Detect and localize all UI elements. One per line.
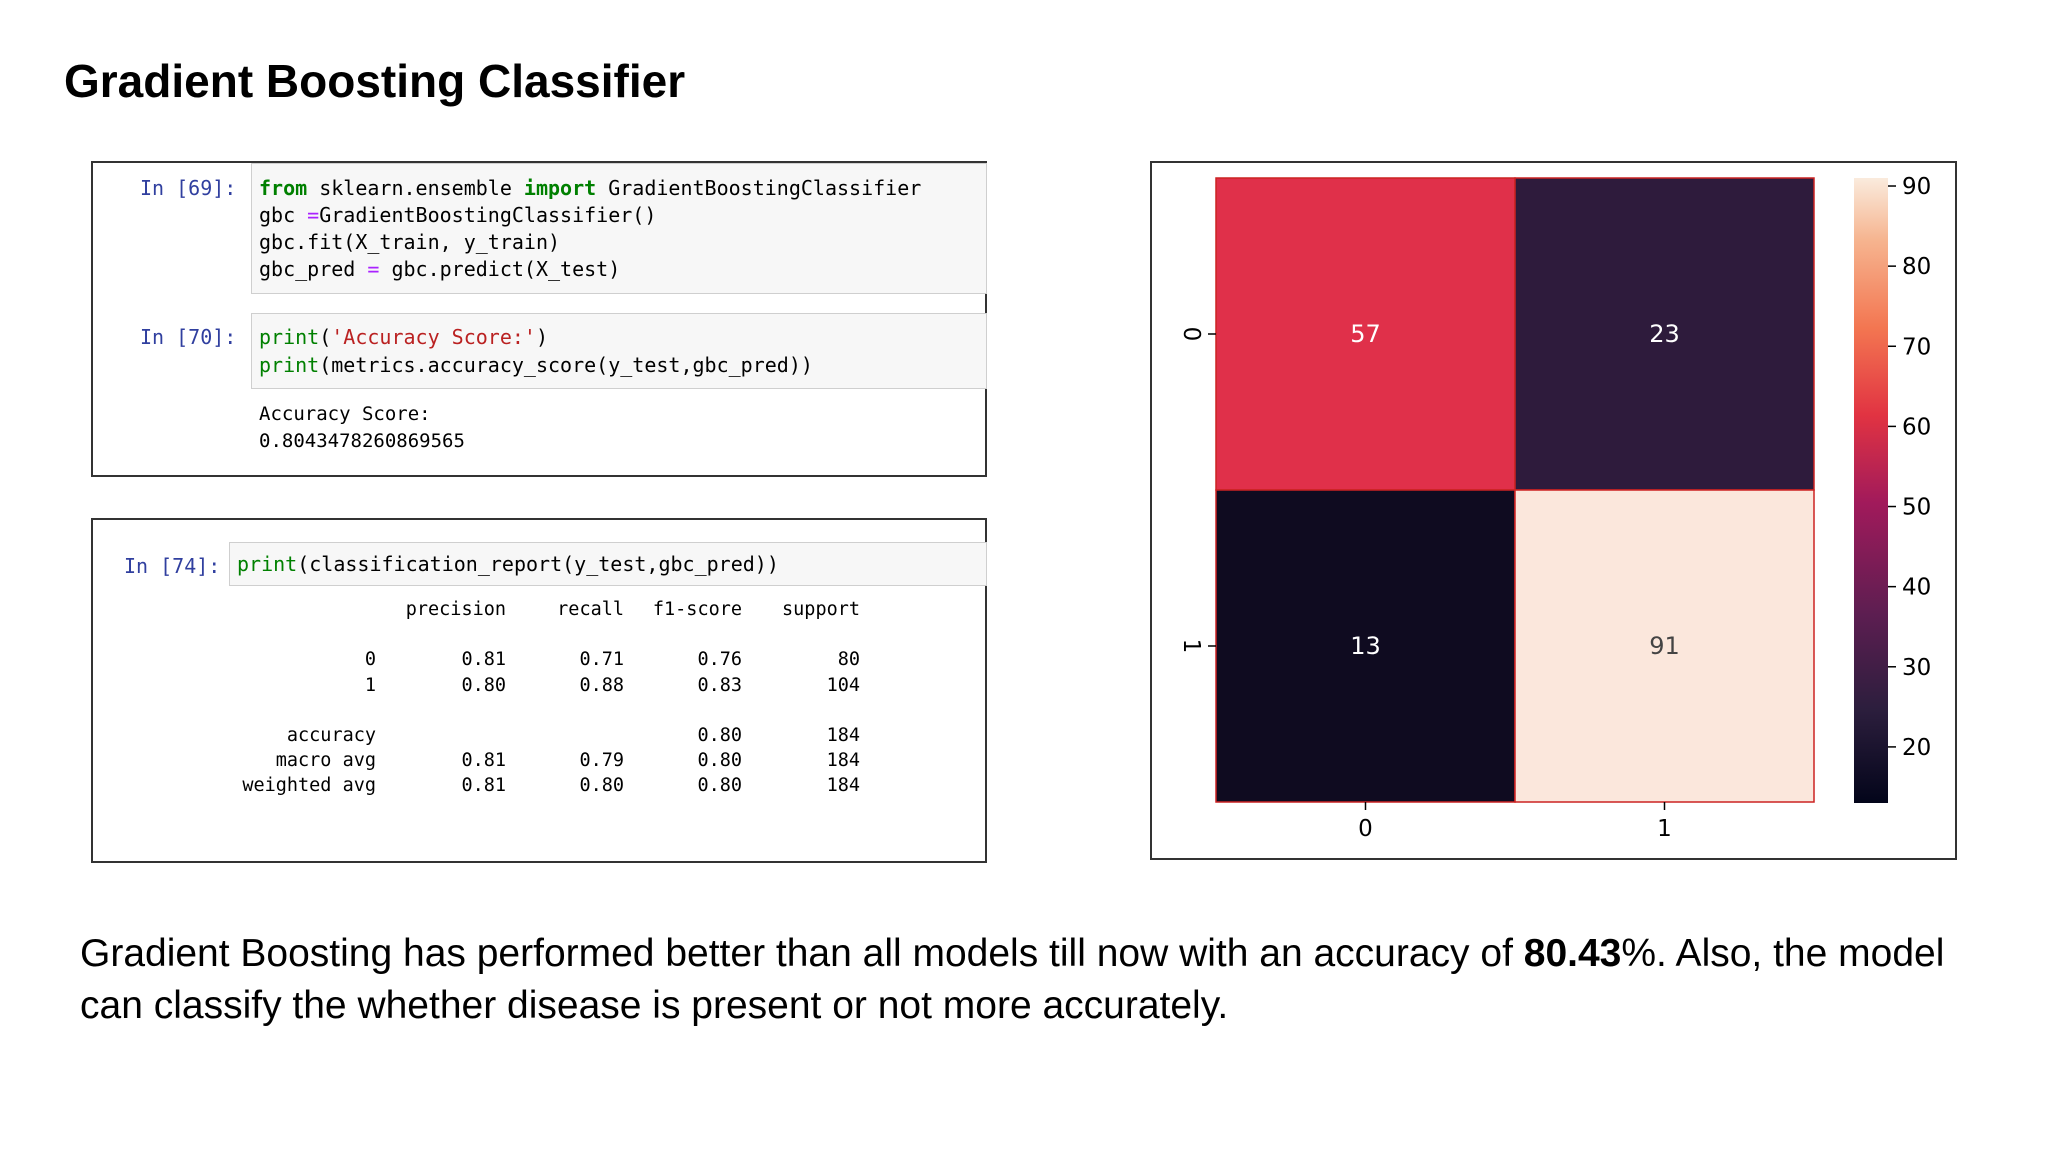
- report-cell: 184: [826, 725, 860, 746]
- cell-70-output-value: 0.8043478260869565: [259, 430, 465, 452]
- accuracy-highlight: 80.43: [1523, 932, 1622, 975]
- code-line: print(metrics.accuracy_score(y_test,gbc_…: [259, 353, 813, 377]
- report-cell: 0.80: [697, 725, 742, 746]
- report-cell: 0.79: [579, 750, 624, 771]
- y-tick-label: 1: [1178, 639, 1204, 654]
- report-cell: 0.80: [461, 675, 506, 696]
- heatmap-cell-value: 91: [1649, 632, 1680, 660]
- cell-70-output-label: Accuracy Score:: [259, 403, 431, 425]
- report-cell: 0.81: [461, 750, 506, 771]
- code-line: print('Accuracy Score:'): [259, 325, 549, 349]
- code-line: from sklearn.ensemble import GradientBoo…: [259, 176, 922, 200]
- report-cell: 0.80: [579, 775, 624, 796]
- code-line: print(classification_report(y_test,gbc_p…: [237, 552, 779, 576]
- heatmap-cell: [1215, 489, 1516, 803]
- report-cell: 184: [826, 750, 860, 771]
- x-tick-label: 1: [1657, 816, 1672, 842]
- colorbar-tick-label: 30: [1902, 655, 1931, 681]
- heatmap-cell: [1514, 177, 1815, 491]
- heatmap-cell: [1514, 489, 1815, 803]
- report-cell: 0.81: [461, 649, 506, 670]
- confusion-matrix-heatmap: 57 23 13 91 20 30 40 50 60 70 80 90 0 1 0 1: [1178, 174, 1931, 842]
- report-panel: In [74]: print(classification_report(y_t…: [91, 518, 987, 863]
- report-row-label: 1: [364, 675, 376, 696]
- colorbar-tick-label: 50: [1902, 495, 1931, 521]
- x-tick-label: 0: [1358, 816, 1373, 842]
- report-row-label: macro avg: [275, 750, 376, 771]
- heatmap-cell-value: 23: [1649, 320, 1680, 348]
- report-cell: 0.80: [697, 750, 742, 771]
- report-header: precision: [405, 599, 506, 620]
- colorbar-tick-label: 40: [1902, 575, 1931, 601]
- report-cell: 80: [837, 649, 860, 670]
- report-cell: 0.88: [579, 675, 624, 696]
- cell-70-prompt: In [70]:: [140, 325, 237, 349]
- report-header: f1-score: [652, 599, 742, 620]
- colorbar: [1854, 178, 1888, 803]
- colorbar-tick-label: 20: [1902, 735, 1931, 761]
- cell-69-code[interactable]: from sklearn.ensemble import GradientBoo…: [251, 163, 987, 294]
- heatmap-cell-value: 13: [1350, 632, 1381, 660]
- heatmap-cell-value: 57: [1350, 320, 1381, 348]
- report-cell: 0.76: [697, 649, 742, 670]
- report-row-label: accuracy: [286, 725, 376, 746]
- report-cell: 184: [826, 775, 860, 796]
- y-tick-label: 0: [1178, 327, 1204, 342]
- code-line: gbc =GradientBoostingClassifier(): [259, 203, 657, 227]
- report-cell: 0.80: [697, 775, 742, 796]
- report-row-label: 0: [364, 649, 376, 670]
- heatmap-panel: 57 23 13 91 20 30 40 50 60 70 80 90 0 1 0 1: [1150, 161, 1957, 860]
- report-cell: 0.71: [579, 649, 624, 670]
- colorbar-tick-label: 90: [1902, 174, 1931, 200]
- colorbar-tick-label: 80: [1902, 254, 1931, 280]
- report-header: support: [782, 599, 860, 620]
- code-panel: In [69]: from sklearn.ensemble import Gr…: [91, 161, 987, 477]
- colorbar-tick-label: 70: [1902, 334, 1931, 360]
- cell-70-code[interactable]: print('Accuracy Score:') print(metrics.a…: [251, 313, 987, 389]
- slide-title: Gradient Boosting Classifier: [64, 55, 686, 107]
- report-cell: 0.81: [461, 775, 506, 796]
- code-line: gbc_pred = gbc.predict(X_test): [259, 257, 621, 281]
- summary-text: Gradient Boosting has performed better t…: [80, 932, 1945, 1027]
- heatmap-cell: [1215, 177, 1516, 491]
- code-line: gbc.fit(X_train, y_train): [259, 230, 561, 254]
- cell-74-code[interactable]: print(classification_report(y_test,gbc_p…: [229, 542, 987, 586]
- report-cell: 104: [826, 675, 860, 696]
- cell-74-prompt: In [74]:: [124, 554, 221, 578]
- report-row-label: weighted avg: [242, 775, 376, 796]
- colorbar-tick-label: 60: [1902, 414, 1931, 440]
- report-header: recall: [557, 599, 624, 620]
- report-cell: 0.83: [697, 675, 742, 696]
- cell-69-prompt: In [69]:: [140, 176, 237, 200]
